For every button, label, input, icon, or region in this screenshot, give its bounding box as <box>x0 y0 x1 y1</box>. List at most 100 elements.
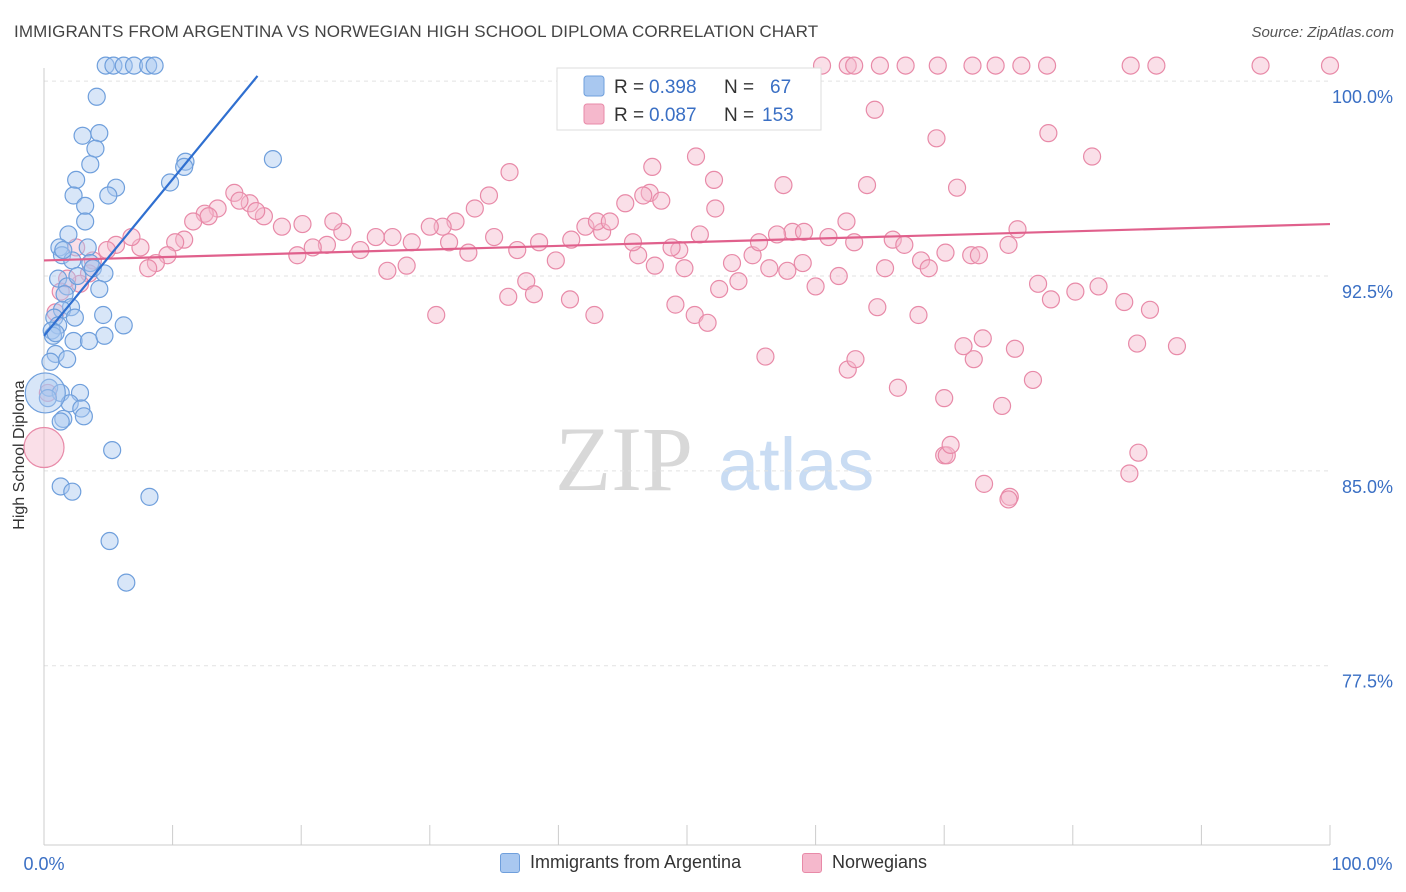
norwegians-point-19 <box>643 157 662 177</box>
norwegians-point-83 <box>230 191 249 210</box>
argentina-points <box>24 56 283 592</box>
norwegians-point-48 <box>420 217 439 236</box>
norwegians-point-131 <box>1041 290 1061 309</box>
legend-r-value-1: 0.398 <box>649 77 697 98</box>
argentina-point-30 <box>95 264 114 283</box>
norwegians-point-21 <box>947 178 967 197</box>
norwegians-point-113 <box>936 243 955 262</box>
norwegians-point-118 <box>585 305 604 325</box>
legend-r-label-2: R = <box>614 105 644 126</box>
gridlines <box>44 80 1330 667</box>
norwegians-point-141 <box>935 389 954 408</box>
norwegians-point-105 <box>729 272 748 291</box>
norwegians-trend-line <box>43 222 1331 262</box>
norwegians-point-6 <box>986 56 1005 75</box>
norwegians-point-18 <box>686 147 706 166</box>
norwegians-point-41 <box>875 259 895 278</box>
norwegians-point-11 <box>1251 56 1270 75</box>
norwegians-point-17 <box>1082 147 1102 166</box>
argentina-point-14 <box>67 170 86 190</box>
norwegians-point-14 <box>865 100 884 119</box>
norwegians-point-27 <box>634 186 653 205</box>
argentina-point-62 <box>117 573 136 592</box>
norwegians-point-28 <box>616 194 635 213</box>
norwegians-point-152 <box>846 350 865 369</box>
source-label: Source: ZipAtlas.com <box>1251 24 1394 41</box>
legend-label-norwegians: Norwegians <box>832 852 928 872</box>
norwegians-point-85 <box>293 214 312 234</box>
y-tick-label-0: 100.0% <box>1332 87 1393 107</box>
argentina-point-3 <box>124 56 144 75</box>
norwegians-point-116 <box>524 285 544 304</box>
norwegians-point-150 <box>941 435 960 455</box>
norwegians-point-9 <box>1121 56 1140 75</box>
legend-n-label-2: N = <box>724 105 754 126</box>
argentina-point-52 <box>60 394 79 413</box>
norwegians-point-133 <box>1089 277 1108 296</box>
y-tick-label-3: 77.5% <box>1342 672 1393 692</box>
bottom-legend: Immigrants from Argentina Norwegians <box>0 852 1406 878</box>
norwegians-point-136 <box>1127 334 1147 353</box>
norwegians-point-82 <box>199 207 218 226</box>
argentina-point-7 <box>90 124 109 143</box>
norwegians-point-122 <box>778 261 797 280</box>
norwegians-point-151 <box>756 347 775 366</box>
norwegians-point-140 <box>888 378 908 397</box>
norwegians-point-123 <box>806 277 825 296</box>
norwegians-point-50 <box>383 227 402 247</box>
norwegians-point-121 <box>698 313 717 332</box>
argentina-point-24 <box>78 238 97 257</box>
argentina-point-8 <box>73 126 92 145</box>
norwegians-point-13 <box>845 56 864 75</box>
watermark: ZIP atlas <box>555 408 874 510</box>
norwegians-point-108 <box>793 253 812 273</box>
norwegians-point-100 <box>623 233 643 252</box>
norwegians-point-142 <box>992 396 1012 416</box>
norwegians-point-94 <box>530 233 549 252</box>
argentina-point-36 <box>65 308 84 327</box>
argentina-point-64 <box>68 266 87 286</box>
norwegians-point-111 <box>895 235 914 254</box>
norwegians-point-49 <box>402 233 421 252</box>
norwegians-point-7 <box>1012 56 1031 75</box>
argentina-point-54 <box>74 407 93 426</box>
norwegians-point-29 <box>706 199 725 218</box>
norwegians-point-26 <box>652 191 671 210</box>
argentina-point-63 <box>24 372 66 414</box>
legend-r-label-1: R = <box>614 77 644 98</box>
norwegians-point-71 <box>106 235 126 254</box>
norwegians-point-12 <box>1320 56 1340 75</box>
norwegians-point-128 <box>969 246 989 265</box>
norwegians-point-51 <box>366 227 385 247</box>
legend-item-norwegians[interactable]: Norwegians <box>802 852 927 873</box>
watermark-atlas: atlas <box>718 423 874 506</box>
norwegians-point-90 <box>439 233 459 252</box>
argentina-point-51 <box>38 389 57 408</box>
x-ticks <box>43 825 1331 845</box>
legend-item-argentina[interactable]: Immigrants from Argentina <box>500 852 741 873</box>
argentina-point-47 <box>58 350 77 369</box>
legend-n-value-2: 153 <box>762 105 794 126</box>
trend-lines <box>43 75 1331 337</box>
norwegians-point-132 <box>1066 282 1085 301</box>
norwegians-point-112 <box>911 251 931 270</box>
norwegians-point-38 <box>794 222 814 241</box>
norwegians-point-117 <box>560 290 580 309</box>
argentina-point-2 <box>114 56 133 75</box>
norwegians-point-149 <box>999 490 1018 509</box>
argentina-trend-line <box>43 75 259 337</box>
argentina-point-9 <box>86 139 105 158</box>
argentina-point-43 <box>79 331 99 351</box>
norwegians-point-106 <box>749 233 769 252</box>
argentina-point-37 <box>94 305 113 325</box>
norwegians-point-134 <box>1115 292 1134 312</box>
norwegians-point-81 <box>23 426 65 469</box>
norwegians-point-153 <box>964 350 983 369</box>
argentina-point-5 <box>145 56 164 75</box>
argentina-point-19 <box>76 196 95 215</box>
argentina-point-59 <box>63 482 82 501</box>
norwegians-point-119 <box>666 295 685 314</box>
norwegians-point-63 <box>184 212 203 231</box>
argentina-point-6 <box>87 87 106 106</box>
